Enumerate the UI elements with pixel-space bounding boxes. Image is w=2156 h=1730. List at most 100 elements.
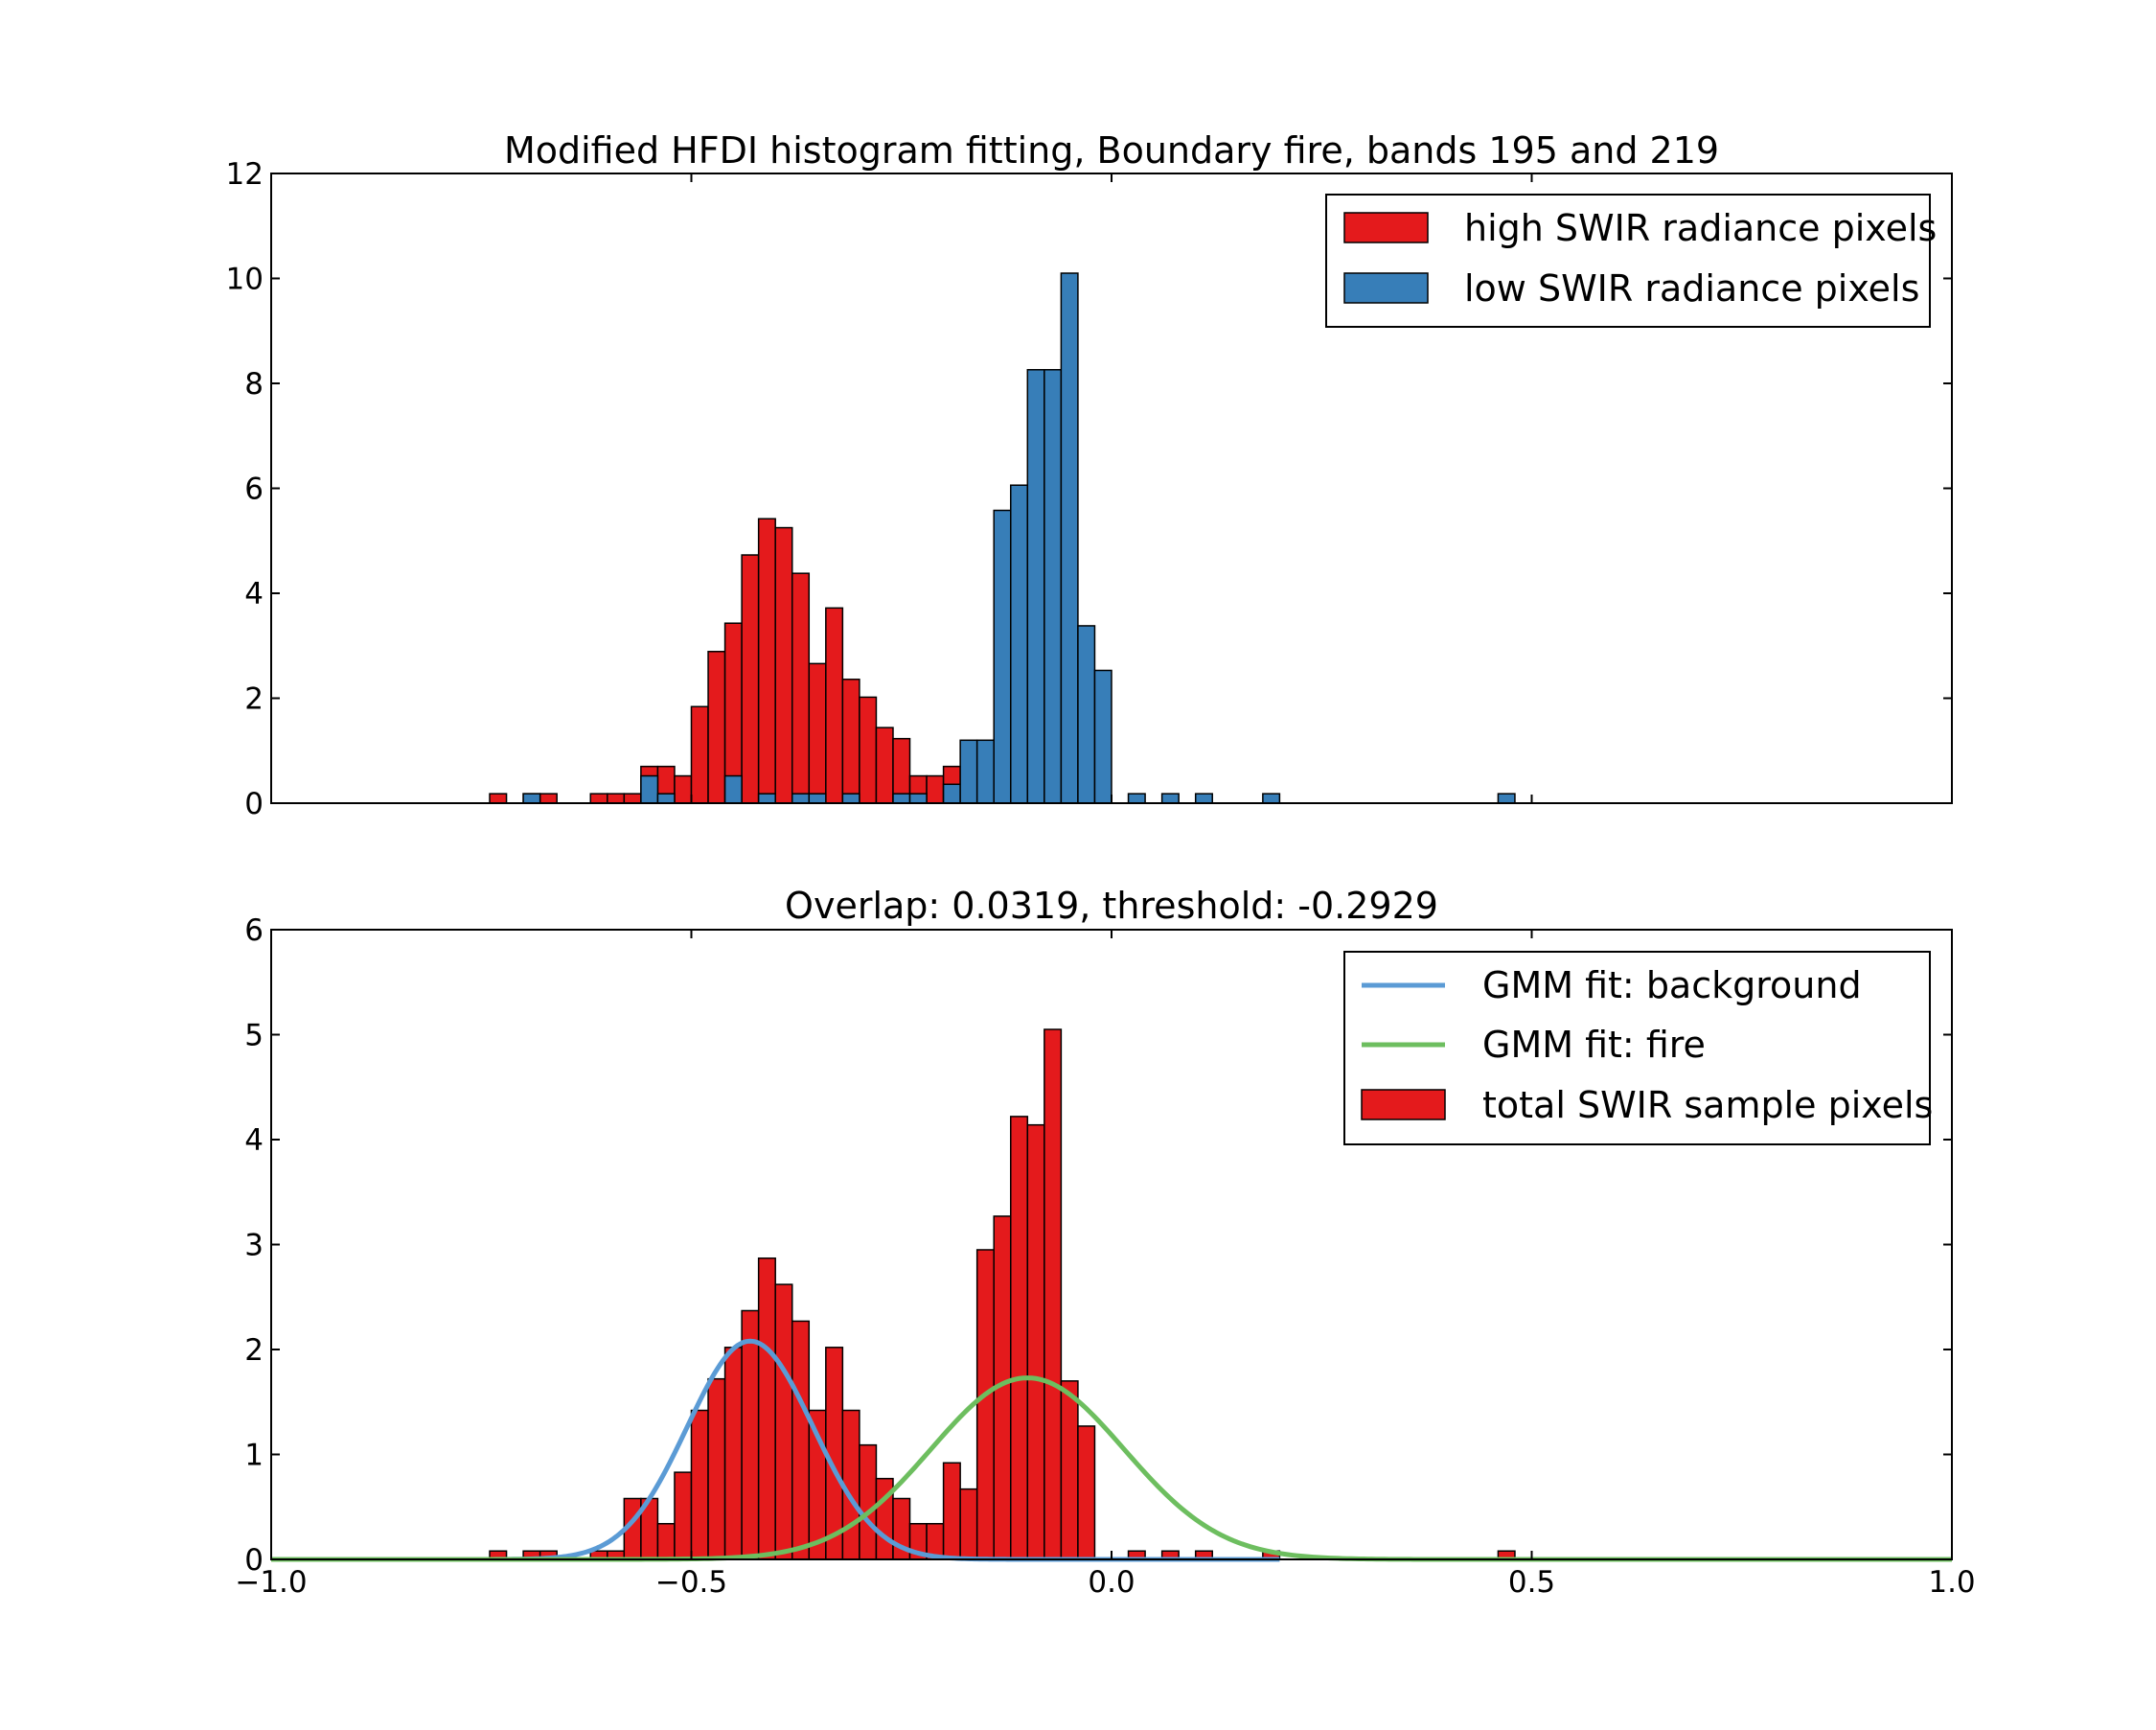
bar-top-low-swir-radiance-pixels-3	[723, 774, 743, 804]
subplot-bottom: Overlap: 0.0319, threshold: -0.2929 0 1 2 3…	[235, 885, 1975, 1600]
xtick-label-bottom-2: 0.0	[1088, 1565, 1135, 1600]
bar-bottom-total-swir-sample-pixels-31	[1060, 1380, 1079, 1560]
bar-bottom-total-swir-sample-pixels-7	[656, 1523, 676, 1560]
bar-top-low-swir-radiance-pixels-20	[1127, 793, 1146, 804]
bar-top-low-swir-radiance-pixels-19	[1093, 669, 1112, 804]
ytick-label-bottom-1: 1	[244, 1439, 264, 1473]
subplot-top: Modified HFDI histogram fitting, Boundar…	[226, 129, 1953, 821]
xtick-label-bottom-1: −0.5	[655, 1565, 727, 1600]
bar-top-low-swir-radiance-pixels-5	[791, 793, 811, 804]
ytick-label-bottom-3: 3	[244, 1229, 264, 1263]
bar-top-high-swir-radiance-pixels-10	[707, 651, 726, 804]
bar-top-low-swir-radiance-pixels-23	[1262, 793, 1281, 804]
bar-bottom-total-swir-sample-pixels-9	[690, 1409, 709, 1560]
xtick-label-bottom-3: 0.5	[1508, 1565, 1555, 1600]
bar-top-low-swir-radiance-pixels-8	[892, 793, 911, 804]
bar-bottom-total-swir-sample-pixels-10	[707, 1377, 726, 1560]
bar-top-low-swir-radiance-pixels-2	[656, 793, 676, 804]
bar-top-low-swir-radiance-pixels-1	[640, 774, 659, 804]
legend-swatch-high-swir	[1343, 212, 1429, 243]
bar-bottom-total-swir-sample-pixels-11	[723, 1347, 743, 1560]
subplot-top-x-ticks	[270, 173, 1953, 803]
bar-top-high-swir-radiance-pixels-9	[690, 705, 709, 804]
bar-top-low-swir-radiance-pixels-6	[808, 793, 827, 804]
bar-bottom-total-swir-sample-pixels-15	[791, 1320, 811, 1560]
bar-top-low-swir-radiance-pixels-11	[959, 739, 978, 804]
bar-bottom-total-swir-sample-pixels-30	[1044, 1028, 1063, 1560]
bar-top-low-swir-radiance-pixels-22	[1194, 793, 1213, 804]
ytick-label-top-2: 4	[244, 577, 264, 611]
xtick-label-bottom-0: −1.0	[235, 1565, 307, 1600]
bar-bottom-total-swir-sample-pixels-28	[1010, 1116, 1029, 1560]
bar-bottom-total-swir-sample-pixels-14	[774, 1283, 793, 1560]
bar-top-low-swir-radiance-pixels-16	[1044, 369, 1063, 804]
bar-top-low-swir-radiance-pixels-12	[975, 739, 995, 804]
legend-swatch-low-swir	[1343, 272, 1429, 304]
legend-label-total-swir: total SWIR sample pixels	[1482, 1084, 1933, 1126]
ytick-label-bottom-0: 0	[244, 1543, 264, 1578]
bar-top-high-swir-radiance-pixels-14	[774, 526, 793, 804]
bar-bottom-total-swir-sample-pixels-26	[975, 1249, 995, 1560]
bar-top-high-swir-radiance-pixels-13	[757, 518, 776, 804]
ytick-label-bottom-4: 4	[244, 1123, 264, 1158]
bar-bottom-total-swir-sample-pixels-8	[674, 1471, 693, 1560]
bar-top-low-swir-radiance-pixels-9	[908, 793, 928, 804]
bar-top-high-swir-radiance-pixels-20	[875, 727, 894, 804]
subplot-bottom-x-ticks: −1.0 −0.5 0.0 0.5 1.0	[235, 930, 1976, 1600]
bar-bottom-total-swir-sample-pixels-24	[942, 1462, 961, 1560]
bar-bottom-total-swir-sample-pixels-13	[757, 1257, 776, 1560]
bar-bottom-total-swir-sample-pixels-25	[959, 1488, 978, 1560]
ytick-label-top-4: 8	[244, 367, 264, 402]
bar-top-high-swir-radiance-pixels-15	[791, 572, 811, 804]
bar-top-low-swir-radiance-pixels-17	[1060, 272, 1079, 804]
bar-top-low-swir-radiance-pixels-7	[841, 793, 860, 804]
ytick-label-top-3: 6	[244, 473, 264, 507]
bar-top-high-swir-radiance-pixels-17	[825, 607, 844, 804]
subplot-top-legend: high SWIR radiance pixels low SWIR radia…	[1325, 194, 1937, 328]
subplot-bottom-legend: GMM fit: background GMM fit: fire total …	[1343, 951, 1933, 1145]
bar-top-high-swir-radiance-pixels-4	[607, 793, 626, 804]
bar-top-high-swir-radiance-pixels-23	[926, 774, 945, 804]
subplot-bottom-y-ticks: 0 1 2 3 4 5 6	[244, 913, 1952, 1578]
bar-bottom-total-swir-sample-pixels-12	[741, 1309, 760, 1560]
bar-bottom-total-swir-sample-pixels-19	[859, 1443, 878, 1560]
bar-top-high-swir-radiance-pixels-5	[623, 793, 642, 804]
bar-top-high-swir-radiance-pixels-18	[841, 679, 860, 804]
subplot-top-y-ticks: 0 2 4 6 8 10 12	[226, 157, 1952, 821]
xtick-label-bottom-4: 1.0	[1928, 1565, 1975, 1600]
ytick-label-top-1: 2	[244, 682, 264, 717]
legend-swatch-total-swir	[1361, 1089, 1446, 1120]
ytick-label-bottom-2: 2	[244, 1333, 264, 1368]
bar-top-low-swir-radiance-pixels-4	[757, 793, 776, 804]
bar-bottom-total-swir-sample-pixels-32	[1077, 1425, 1096, 1560]
legend-label-high-swir: high SWIR radiance pixels	[1464, 207, 1937, 249]
bar-top-low-swir-radiance-pixels-13	[993, 509, 1012, 804]
legend-label-low-swir: low SWIR radiance pixels	[1464, 267, 1919, 310]
bar-top-low-swir-radiance-pixels-24	[1497, 793, 1516, 804]
subplot-bottom-lines	[271, 1338, 1952, 1562]
bar-top-high-swir-radiance-pixels-8	[674, 774, 693, 804]
ytick-label-bottom-5: 5	[244, 1019, 264, 1053]
legend-label-gmm-background: GMM fit: background	[1482, 964, 1862, 1006]
bar-top-low-swir-radiance-pixels-14	[1010, 484, 1029, 804]
ytick-label-top-0: 0	[244, 787, 264, 821]
ytick-label-top-5: 10	[226, 263, 264, 297]
bar-top-low-swir-radiance-pixels-0	[522, 793, 541, 804]
bar-top-high-swir-radiance-pixels-12	[741, 554, 760, 804]
bar-top-low-swir-radiance-pixels-18	[1077, 625, 1096, 804]
line-gmm-fit-fire	[271, 1375, 1952, 1562]
bar-top-low-swir-radiance-pixels-10	[942, 783, 961, 804]
bar-top-high-swir-radiance-pixels-2	[539, 793, 558, 804]
ytick-label-bottom-6: 6	[244, 913, 264, 948]
bar-top-high-swir-radiance-pixels-3	[589, 793, 608, 804]
subplot-bottom-title: Overlap: 0.0319, threshold: -0.2929	[785, 885, 1438, 927]
bar-top-high-swir-radiance-pixels-0	[489, 793, 508, 804]
subplot-top-bars	[489, 272, 1516, 804]
bar-top-high-swir-radiance-pixels-16	[808, 662, 827, 804]
bar-top-high-swir-radiance-pixels-19	[859, 696, 878, 804]
legend-label-gmm-fire: GMM fit: fire	[1482, 1024, 1706, 1066]
subplot-top-title: Modified HFDI histogram fitting, Boundar…	[504, 129, 1719, 172]
bar-top-low-swir-radiance-pixels-21	[1160, 793, 1180, 804]
